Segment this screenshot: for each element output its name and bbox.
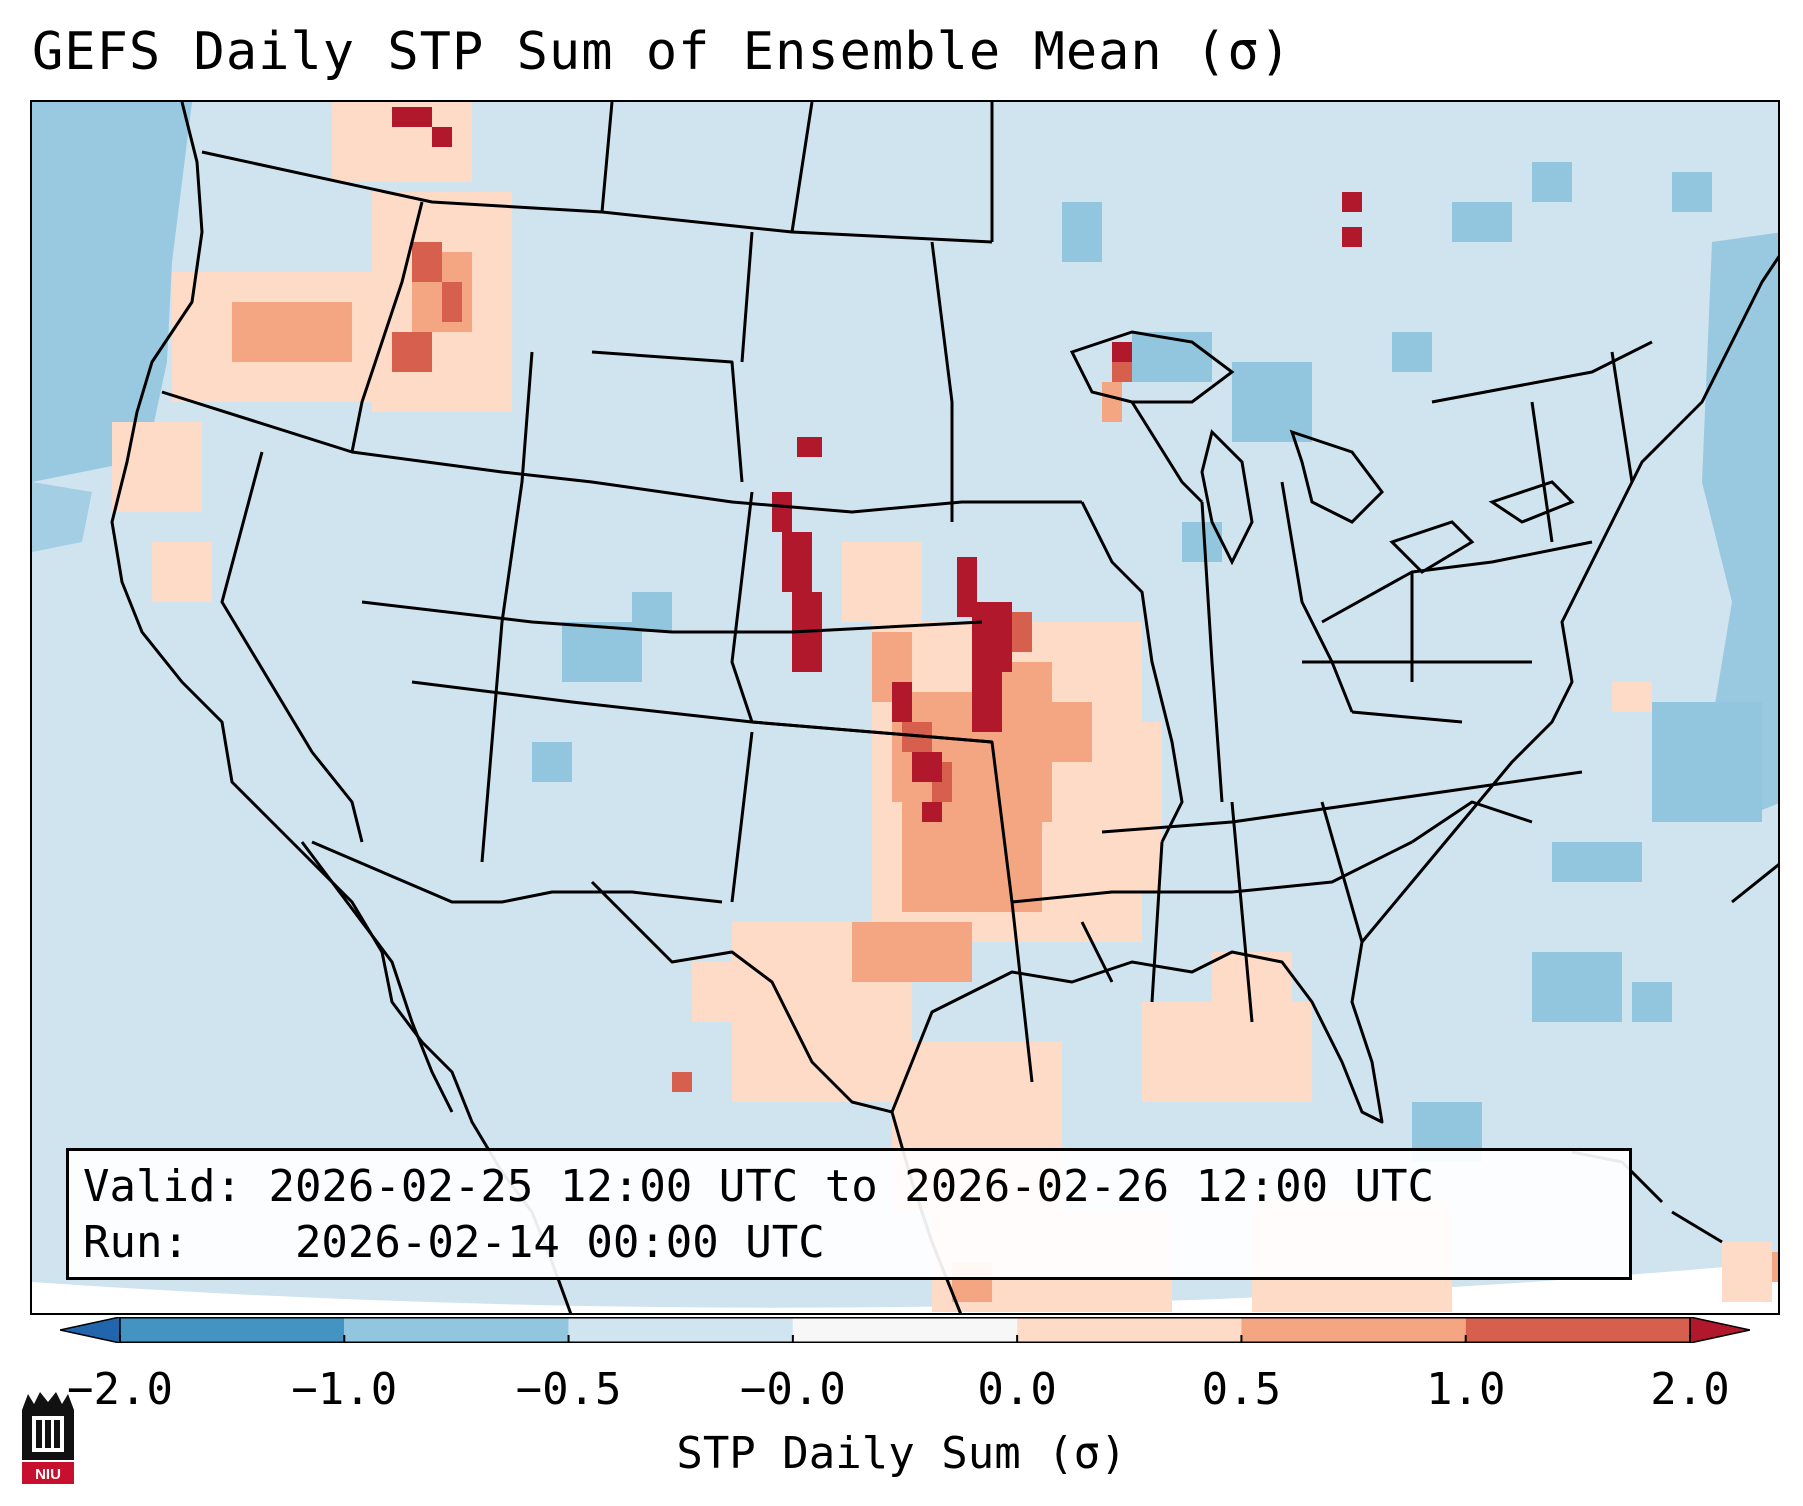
valid-run-info-box: Valid: 2026-02-25 12:00 UTC to 2026-02-2… xyxy=(66,1148,1632,1280)
map-panel xyxy=(30,100,1780,1315)
colorbar-tick-label: 2.0 xyxy=(1650,1364,1730,1415)
inland-negative-patches xyxy=(532,162,1712,782)
colorbar-extend-low xyxy=(60,1317,121,1343)
atlantic-negative-anomaly xyxy=(1412,232,1778,1162)
logo-text: NIU xyxy=(35,1466,61,1483)
stp-map xyxy=(32,102,1778,1313)
pacific-negative-anomaly xyxy=(32,102,192,552)
valid-label: Valid: xyxy=(83,1161,242,1212)
colorbar-tick-label: −0.0 xyxy=(739,1364,846,1415)
colorbar xyxy=(60,1317,1750,1343)
valid-value: 2026-02-25 12:00 UTC to 2026-02-26 12:00… xyxy=(268,1161,1435,1212)
colorbar-tick-label: 1.0 xyxy=(1425,1364,1506,1415)
colorbar-bin xyxy=(344,1317,569,1343)
colorbar-bin xyxy=(792,1317,1018,1343)
colorbar-label: STP Daily Sum (σ) xyxy=(676,1428,1127,1479)
niu-castle-logo-icon xyxy=(22,1392,74,1484)
colorbar-tick-label: 0.5 xyxy=(1201,1364,1282,1415)
run-value: 2026-02-14 00:00 UTC xyxy=(294,1217,825,1268)
colorbar-tick-label: −0.5 xyxy=(515,1364,622,1415)
run-label: Run: xyxy=(83,1217,189,1268)
colorbar-bin xyxy=(1017,1317,1242,1343)
map-title: GEFS Daily STP Sum of Ensemble Mean (σ) xyxy=(32,22,1292,82)
colorbar-extend-high xyxy=(1689,1317,1750,1343)
state-borders xyxy=(161,102,1653,1083)
colorbar-bin xyxy=(568,1317,793,1343)
colorbar-tick-label: 0.0 xyxy=(977,1364,1057,1415)
colorbar-tick-label: −1.0 xyxy=(291,1364,398,1415)
colorbar-tick-label: −2.0 xyxy=(67,1364,173,1415)
niu-logo: NIU xyxy=(22,1392,74,1484)
colorbar-bin xyxy=(120,1317,345,1343)
great-lakes xyxy=(1069,330,1575,574)
colorbar-bin xyxy=(1465,1317,1690,1343)
colorbar-bin xyxy=(1241,1317,1466,1343)
colorbar-frame xyxy=(119,1317,1691,1343)
